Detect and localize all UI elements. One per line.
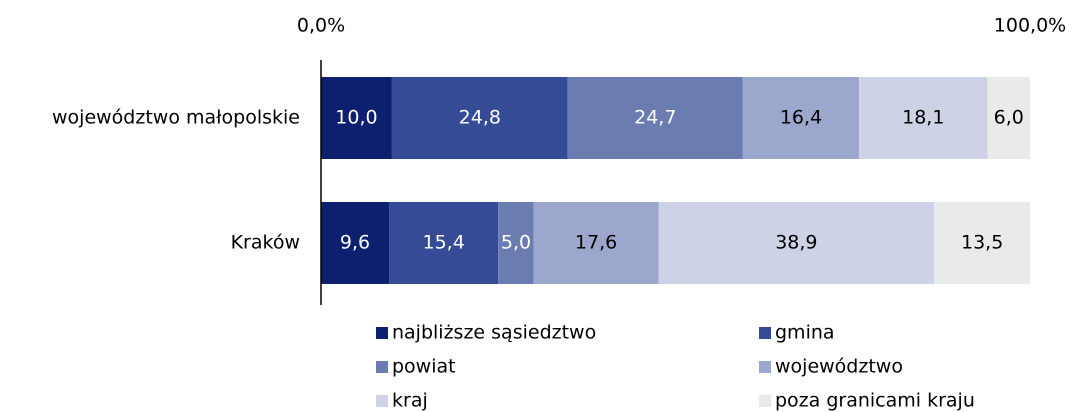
bar-segment xyxy=(859,77,988,159)
legend-swatch xyxy=(376,395,388,407)
legend-swatch xyxy=(759,361,771,373)
value-label: 5,0 xyxy=(501,232,531,254)
legend-label: poza granicami kraju xyxy=(775,390,975,412)
bar-segment xyxy=(658,202,935,284)
legend-label: powiat xyxy=(392,356,456,378)
legend-swatch xyxy=(376,361,388,373)
legend-label: kraj xyxy=(392,390,428,412)
bar-segment xyxy=(742,77,860,159)
value-label: 15,4 xyxy=(423,232,465,254)
value-label: 9,6 xyxy=(340,232,370,254)
legend-label: gmina xyxy=(775,322,835,344)
value-label: 24,8 xyxy=(459,107,501,129)
legend-swatch xyxy=(759,395,771,407)
value-label: 13,5 xyxy=(961,232,1003,254)
value-label: 10,0 xyxy=(335,107,377,129)
value-label: 18,1 xyxy=(902,107,944,129)
bar-segment xyxy=(934,202,1030,284)
bar-segment xyxy=(987,77,1030,159)
value-label: 6,0 xyxy=(994,107,1024,129)
bar-segment xyxy=(321,202,390,284)
category-label: województwo małopolskie xyxy=(52,107,300,129)
value-label: 17,6 xyxy=(575,232,617,254)
value-label: 16,4 xyxy=(780,107,822,129)
bar-segment xyxy=(498,202,534,284)
bar-segment xyxy=(567,77,743,159)
legend-label: województwo xyxy=(775,356,903,378)
value-label: 24,7 xyxy=(634,107,676,129)
value-label: 38,9 xyxy=(775,232,817,254)
legend-swatch xyxy=(376,327,388,339)
legend-swatch xyxy=(759,327,771,339)
bar-segment xyxy=(321,77,392,159)
x-tick-label: 0,0% xyxy=(297,15,345,37)
x-tick-label: 100,0% xyxy=(994,15,1066,37)
legend-label: najbliższe sąsiedztwo xyxy=(392,322,596,344)
bar-segment xyxy=(391,77,568,159)
bar-segment xyxy=(389,202,499,284)
category-label: Kraków xyxy=(231,232,300,254)
bar-segment xyxy=(533,202,659,284)
